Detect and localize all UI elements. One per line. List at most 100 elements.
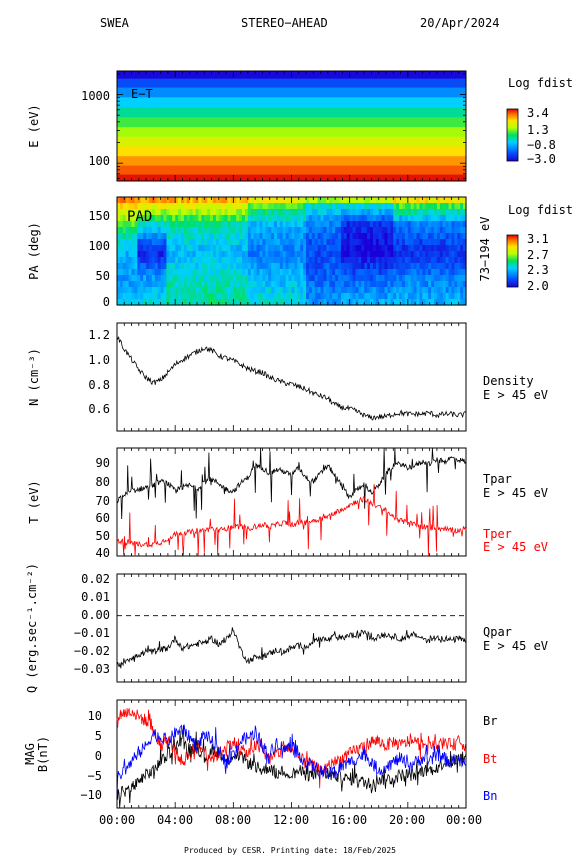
pad-cell [131,293,136,300]
pad-cell [311,293,316,300]
pad-cell [201,215,205,222]
pad-cell [413,287,418,294]
pad-cell [323,281,327,288]
pad-cell [311,245,316,252]
pad-cell [352,293,357,300]
pad-cell [343,221,348,228]
pad-cell [146,215,150,222]
mag-plot [116,707,467,808]
pad-cell [186,239,191,246]
pad-cell [207,203,211,210]
pad-cell [291,269,296,276]
pad-cell [434,245,438,252]
pad-cell [355,293,359,300]
pad-cell [242,209,246,216]
qpar-label: Qpar [483,625,512,639]
pad-cell [448,239,453,246]
pad-cell [367,281,371,288]
density-frame [116,322,467,432]
pad-cell [125,209,130,216]
pad-cell [294,215,298,222]
pad-cell [329,245,333,252]
pad-cell [119,227,124,234]
pad-cell [399,251,403,258]
pad-cell [303,251,307,258]
pad-cell [335,245,339,252]
pad-cell [253,281,258,288]
pad-cell [297,269,301,276]
pad-cell [422,245,426,252]
pad-cell [282,275,287,282]
pad-cell [239,215,243,222]
pad-cell [122,197,127,204]
pad-cell [288,203,293,210]
pad-cell [323,203,327,210]
pad-cell [370,281,374,288]
pad-cell [425,293,429,300]
pad-cell [117,215,121,222]
pad-cell [329,275,333,282]
pad-cell [288,251,293,258]
pad-cell [221,269,226,276]
pad-cell [125,245,130,252]
time-label-6: 00:00 [446,813,482,827]
pad-cell [454,269,458,276]
pad-cell [413,245,418,252]
pad-cell [125,221,130,228]
pad-cell [390,293,394,300]
energy-cbar-title: Log fdist [508,76,573,90]
pad-cell [448,221,453,228]
density-tick-2: 1.0 [88,353,110,367]
pad-cell [259,299,264,306]
pad-cell [329,269,333,276]
pad-cell [381,215,386,222]
pad-cell [253,227,258,234]
pad-cell [253,263,258,270]
pad-cell [122,293,127,300]
pad-cell [218,209,223,216]
pad-cell [428,281,432,288]
pad-cell [306,281,310,288]
pad-cell [239,221,243,228]
pad-cell [410,239,415,246]
pad-cell [221,203,226,210]
pad-cell [210,251,214,258]
pad-cell [178,239,182,246]
pad-cell [457,257,461,264]
pad-cell [381,197,386,204]
pad-cell [210,275,214,282]
pad-cell [291,245,296,252]
pad-cell [387,209,391,216]
pad-cell [314,263,319,270]
pad-cell [169,239,173,246]
pad-cell [276,251,281,258]
pad-cell [451,233,455,240]
pad-cell [134,215,138,222]
pad-cbar-tick-4: 2.0 [527,279,549,293]
pad-cell [256,299,261,306]
pad-cell [128,281,133,288]
pad-cell [396,239,400,246]
series-line-qpar [116,627,467,669]
pad-cell [367,197,371,204]
pad-cell [186,293,191,300]
pad-cell [300,257,304,264]
pad-cell [236,221,240,228]
pad-cell [361,263,365,270]
pad-cell [119,215,124,222]
pad-cell [253,239,258,246]
pad-cell [346,215,351,222]
pad-cell [323,257,327,264]
pad-cell [399,227,403,234]
pad-cell [279,299,284,306]
pad-cell [166,281,170,288]
time-label-0: 00:00 [99,813,135,827]
mag-tick-10: 10 [88,709,102,723]
pad-cell [198,251,202,258]
pad-cell [352,197,357,204]
pad-cell [457,239,461,246]
pad-cell [256,239,261,246]
pad-cell [218,269,223,276]
pad-cell [428,215,432,222]
pad-cell [148,275,153,282]
